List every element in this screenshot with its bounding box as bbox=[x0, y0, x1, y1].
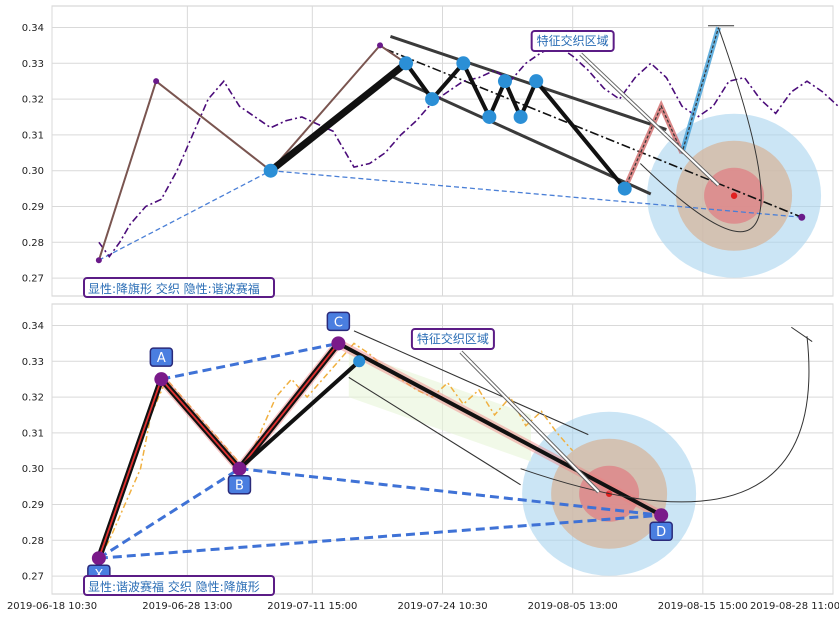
price-series-top bbox=[98, 44, 839, 258]
point-label-box bbox=[227, 474, 252, 495]
y-tick-label: 0.27 bbox=[22, 274, 44, 285]
channel-lower bbox=[348, 376, 521, 486]
pattern-point-a bbox=[154, 372, 169, 387]
price-series-bottom bbox=[98, 342, 574, 559]
legend-box bbox=[83, 277, 275, 298]
arc-curve-bottom bbox=[520, 336, 810, 503]
x-tick-label: 2019-06-28 13:00 bbox=[142, 601, 232, 612]
pattern-point-last bbox=[618, 182, 631, 195]
callout-arrow bbox=[579, 53, 720, 186]
point-label-box bbox=[649, 521, 673, 541]
pattern-point bbox=[263, 163, 278, 178]
y-tick-label: 0.27 bbox=[22, 572, 44, 583]
y-tick-label: 0.30 bbox=[22, 166, 44, 177]
x-tick-label: 2019-07-11 15:00 bbox=[267, 601, 357, 612]
callout-box bbox=[530, 30, 615, 53]
y-tick-label: 0.28 bbox=[22, 536, 44, 547]
callout-arrow bbox=[460, 351, 600, 493]
y-tick-label: 0.29 bbox=[22, 202, 44, 213]
point-label-box bbox=[149, 347, 174, 367]
pattern-point bbox=[482, 109, 497, 124]
x-tick-label: 2019-06-18 10:30 bbox=[7, 601, 97, 612]
y-tick-label: 0.33 bbox=[22, 59, 44, 70]
pattern-point bbox=[513, 109, 528, 124]
point-x-top bbox=[95, 257, 102, 264]
pattern-point-x bbox=[91, 551, 106, 566]
y-tick-label: 0.32 bbox=[22, 95, 44, 106]
y-tick-label: 0.29 bbox=[22, 500, 44, 511]
point-label: A bbox=[157, 351, 166, 366]
point-a-top bbox=[153, 78, 160, 85]
channel-fill bbox=[348, 350, 531, 462]
y-tick-label: 0.31 bbox=[22, 130, 44, 141]
pattern-point bbox=[456, 56, 471, 71]
arc-curve-top bbox=[640, 27, 762, 233]
arc-cap-bottom bbox=[791, 326, 813, 343]
point-label-box bbox=[326, 311, 351, 332]
legend-box bbox=[83, 575, 275, 596]
y-tick-label: 0.31 bbox=[22, 428, 44, 439]
x-tick-label: 2019-08-05 13:00 bbox=[528, 601, 618, 612]
legend-text: 显性:降旗形 交织 隐性:谐波赛福 bbox=[88, 281, 260, 296]
y-tick-label: 0.34 bbox=[22, 23, 44, 34]
endpoint-top bbox=[798, 213, 806, 221]
y-tick-label: 0.32 bbox=[22, 393, 44, 404]
pattern-point bbox=[529, 74, 544, 89]
channel-upper bbox=[353, 330, 589, 436]
x-tick-label: 2019-08-28 11:00 bbox=[750, 601, 839, 612]
pattern-point bbox=[399, 56, 414, 71]
point-label: D bbox=[656, 525, 666, 540]
legend-text: 显性:谐波赛福 交织 隐性:降旗形 bbox=[88, 579, 260, 594]
y-tick-label: 0.34 bbox=[22, 321, 44, 332]
xabc-red bbox=[98, 342, 340, 559]
dash-dot-trend bbox=[384, 48, 803, 218]
pattern-point bbox=[425, 92, 440, 107]
x-tick-label: 2019-08-15 15:00 bbox=[658, 601, 748, 612]
cd-leg bbox=[337, 341, 663, 517]
y-tick-label: 0.30 bbox=[22, 464, 44, 475]
callout-text: 特征交织区域 bbox=[537, 33, 609, 48]
y-tick-label: 0.28 bbox=[22, 238, 44, 249]
pattern-point-c bbox=[331, 336, 346, 351]
channel-upper bbox=[389, 35, 667, 131]
x-tick-label: 2019-07-24 10:30 bbox=[397, 601, 487, 612]
y-tick-label: 0.33 bbox=[22, 357, 44, 368]
pattern-point-c-alt bbox=[353, 355, 366, 368]
pattern-point bbox=[497, 74, 512, 89]
harmonic-ratio-line bbox=[161, 341, 339, 381]
point-c-top bbox=[377, 42, 384, 49]
callout-box bbox=[410, 328, 495, 351]
pattern-point-b bbox=[232, 461, 247, 476]
point-label: B bbox=[235, 479, 244, 494]
point-label: C bbox=[334, 315, 343, 330]
pattern-point-d bbox=[654, 508, 669, 523]
callout-text: 特征交织区域 bbox=[417, 331, 489, 346]
projection-dashed bbox=[624, 27, 720, 189]
harmonic-ratio-line bbox=[239, 467, 662, 517]
xa-dashed-line bbox=[98, 170, 271, 261]
target-center-point bbox=[730, 192, 738, 199]
b-c-parallel bbox=[238, 359, 361, 471]
harmonic-ratio-line bbox=[98, 513, 662, 560]
xb-dashed-line bbox=[270, 170, 802, 218]
